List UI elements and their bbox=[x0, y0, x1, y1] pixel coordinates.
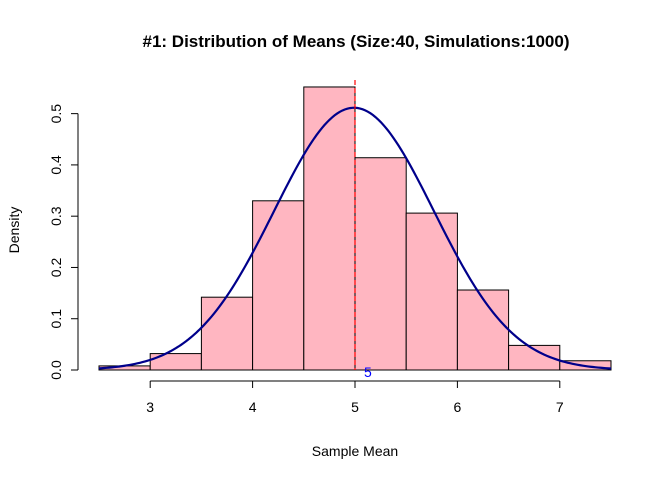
histogram-bars bbox=[98, 86, 612, 371]
x-axis: 3 4 5 6 7 bbox=[146, 380, 564, 415]
y-tick-label-4: 0.4 bbox=[48, 155, 64, 175]
x-tick-label-2: 5 bbox=[351, 399, 359, 415]
histogram-bar-5 bbox=[354, 157, 407, 371]
histogram-bar-3 bbox=[252, 200, 305, 371]
y-tick-label-1: 0.1 bbox=[48, 309, 64, 329]
histogram-bar-7 bbox=[456, 289, 510, 371]
histogram-bar-4 bbox=[303, 86, 356, 371]
y-tick-label-0: 0.0 bbox=[48, 360, 64, 380]
reference-value-annotation: 5 bbox=[364, 364, 372, 380]
x-axis-label: Sample Mean bbox=[312, 443, 398, 459]
x-tick-label-4: 7 bbox=[556, 399, 564, 415]
y-axis: 0.0 0.1 0.2 0.3 0.4 0.5 bbox=[48, 104, 79, 380]
x-tick-label-3: 6 bbox=[454, 399, 462, 415]
y-tick-label-5: 0.5 bbox=[48, 104, 64, 124]
x-tick-label-1: 4 bbox=[249, 399, 257, 415]
y-tick-label-2: 0.2 bbox=[48, 258, 64, 278]
histogram-bar-6 bbox=[405, 212, 458, 371]
y-axis-label: Density bbox=[6, 207, 22, 254]
histogram-bar-2 bbox=[200, 296, 254, 371]
chart-title: #1: Distribution of Means (Size:40, Simu… bbox=[143, 32, 570, 51]
y-tick-label-3: 0.3 bbox=[48, 206, 64, 226]
x-tick-label-0: 3 bbox=[146, 399, 154, 415]
